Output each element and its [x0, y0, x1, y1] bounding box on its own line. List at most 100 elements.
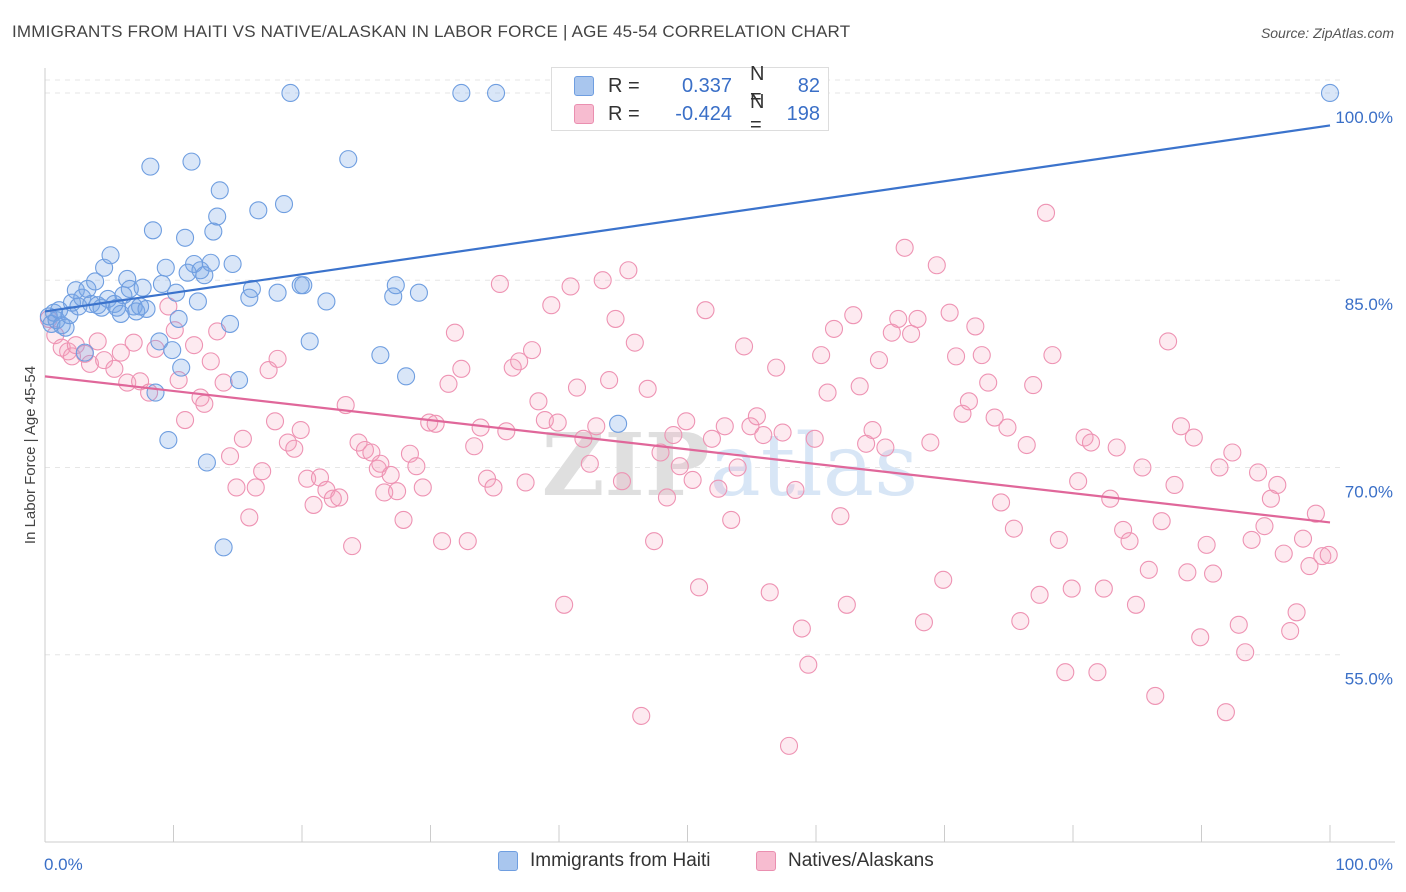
point-natives [696, 301, 715, 320]
point-natives [779, 736, 799, 755]
point-natives [818, 383, 837, 402]
y-tick-label: 55.0% [1345, 670, 1393, 689]
point-natives [632, 706, 651, 725]
point-natives [265, 412, 285, 431]
point-natives [233, 429, 252, 448]
point-natives [606, 309, 625, 328]
point-natives [844, 306, 863, 325]
point-natives [407, 457, 426, 476]
point-natives [548, 413, 567, 432]
point-haiti [75, 343, 94, 362]
point-haiti [201, 253, 220, 272]
point-natives [593, 271, 612, 290]
x-tick-label-start: 0.0% [44, 855, 83, 874]
point-natives [1210, 458, 1229, 477]
point-natives [1242, 530, 1261, 549]
legend-swatch-haiti [574, 76, 594, 96]
point-natives [268, 349, 287, 368]
point-natives [165, 321, 184, 340]
point-haiti [220, 314, 240, 333]
point-natives [959, 392, 978, 411]
point-natives [1120, 532, 1139, 551]
point-natives [1171, 417, 1190, 436]
point-natives [240, 508, 259, 527]
point-natives [1197, 535, 1216, 554]
point-haiti [163, 341, 182, 360]
point-natives [1049, 530, 1068, 549]
point-natives [1313, 547, 1332, 566]
point-haiti [120, 279, 139, 299]
point-natives [1293, 529, 1313, 548]
point-natives [947, 347, 966, 366]
point-natives [555, 595, 574, 614]
point-natives [902, 324, 921, 343]
point-natives [80, 354, 100, 373]
point-natives [908, 309, 927, 328]
point-natives [1274, 544, 1293, 563]
point-natives [1223, 443, 1242, 462]
point-natives [201, 352, 220, 371]
point-natives [490, 274, 509, 294]
point-natives [394, 510, 413, 529]
point-haiti [229, 371, 249, 390]
point-natives [1030, 585, 1049, 604]
stats-legend: R = 0.337 N = 82 R = -0.424 N = 198 [551, 63, 829, 136]
trendline-haiti [44, 124, 1331, 313]
point-natives [323, 489, 342, 508]
point-natives [638, 379, 657, 398]
point-natives [760, 583, 779, 602]
point-natives [1184, 428, 1203, 447]
point-natives [371, 454, 390, 473]
point-natives [349, 433, 368, 452]
point-natives [863, 420, 882, 440]
point-natives [625, 333, 644, 352]
point-haiti [169, 309, 188, 328]
point-natives [1107, 438, 1126, 457]
point-haiti [210, 181, 229, 200]
point-natives [998, 418, 1017, 437]
point-natives [786, 480, 805, 500]
point-natives [1159, 332, 1178, 351]
point-natives [734, 337, 754, 356]
point-natives [645, 532, 664, 551]
point-natives [1069, 472, 1088, 491]
point-natives [291, 420, 310, 440]
point-haiti [281, 83, 300, 103]
point-haiti [386, 276, 405, 295]
point-haiti [101, 246, 120, 265]
point-natives [124, 333, 143, 352]
point-haiti [609, 414, 628, 433]
point-natives [439, 374, 458, 393]
point-natives [587, 417, 606, 436]
legend-n-label: N = [750, 63, 765, 108]
point-natives [1287, 603, 1306, 622]
point-natives [812, 346, 831, 365]
point-natives [985, 408, 1004, 427]
point-natives [1036, 203, 1056, 222]
trendline-natives [44, 375, 1331, 524]
point-natives [522, 341, 542, 360]
point-natives [805, 429, 824, 448]
point-haiti [294, 276, 313, 295]
point-natives [1081, 433, 1101, 452]
point-natives [728, 458, 747, 477]
series-legend-natives: Natives/Alaskans [756, 850, 934, 872]
point-natives [715, 417, 734, 436]
point-natives [381, 465, 400, 485]
point-natives [664, 425, 683, 445]
point-natives [966, 317, 985, 336]
point-haiti [274, 195, 294, 214]
series-swatch-haiti [498, 851, 518, 871]
point-natives [253, 462, 272, 481]
point-natives [246, 478, 265, 497]
point-natives [105, 359, 124, 378]
point-natives [330, 488, 349, 507]
point-natives [934, 570, 953, 589]
y-tick-label: 70.0% [1345, 482, 1393, 501]
point-haiti [176, 228, 195, 247]
point-natives [1114, 520, 1133, 539]
point-natives [343, 537, 362, 556]
point-natives [1248, 463, 1268, 482]
point-natives [88, 332, 107, 351]
point-natives [1011, 611, 1030, 631]
